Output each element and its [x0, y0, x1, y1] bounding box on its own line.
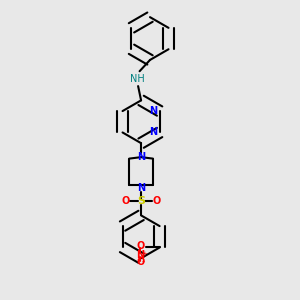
- Text: N: N: [149, 106, 157, 116]
- Text: S: S: [137, 196, 145, 206]
- Text: O: O: [121, 196, 130, 206]
- Text: O: O: [136, 241, 144, 251]
- Text: NH: NH: [130, 74, 145, 84]
- Text: -: -: [142, 257, 145, 266]
- Text: N: N: [137, 152, 145, 162]
- Text: +: +: [141, 251, 147, 257]
- Text: N: N: [136, 250, 144, 260]
- Text: O: O: [136, 257, 144, 267]
- Text: N: N: [149, 128, 157, 137]
- Text: N: N: [137, 183, 145, 193]
- Text: O: O: [153, 196, 161, 206]
